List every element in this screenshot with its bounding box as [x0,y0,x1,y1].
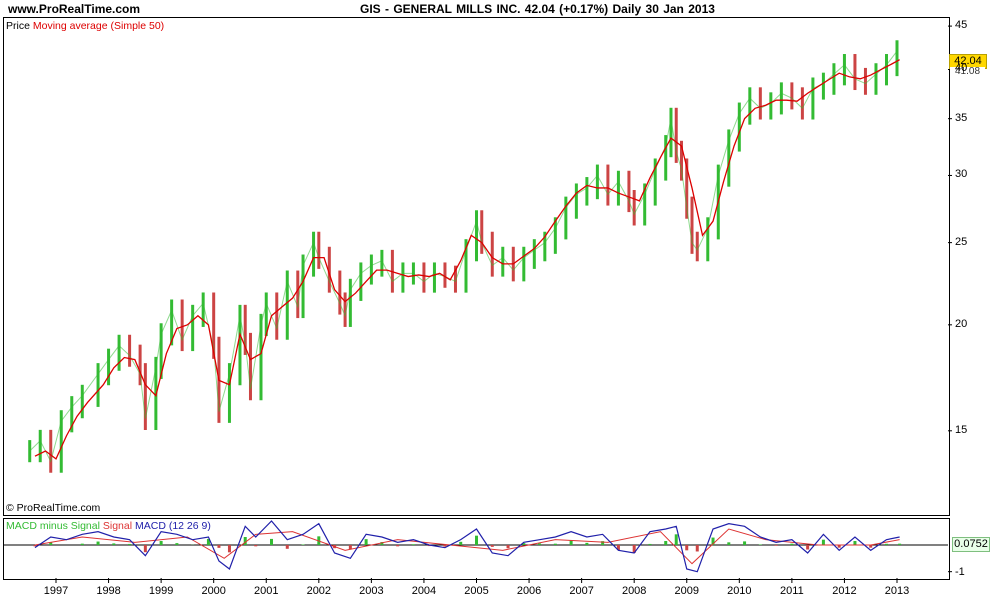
xtick-label: 2002 [306,585,332,597]
xtick-label: 2010 [727,585,752,597]
macd-ytick: -1 [955,566,965,578]
price-legend-label: Price [6,20,30,32]
ytick-label: 15 [955,423,968,436]
xtick-label: 2007 [569,585,594,597]
ytick-label: 45 [955,19,968,32]
xtick-label: 2011 [780,585,804,597]
macd-line [34,520,900,573]
xtick-label: 2001 [254,585,279,597]
macd-legend: MACD minus Signal Signal MACD (12 26 9) [6,520,211,532]
ytick-label: 20 [955,317,968,330]
xtick-label: 2012 [832,585,857,597]
xtick-label: 2003 [359,585,384,597]
macd-params: (12 26 9) [168,520,211,532]
xtick-label: 2005 [464,585,489,597]
ytick-label: 35 [955,111,968,124]
xtick-label: 2000 [201,585,226,597]
macd-legend-label: MACD [135,520,166,532]
macd-value-tag: 0.0752 [952,537,990,552]
chart-header: www.ProRealTime.com GIS - GENERAL MILLS … [0,0,1000,18]
ytick-label: 40 [955,62,968,75]
ma-value-tag: 41.08 [950,67,985,76]
ma-legend-label: Moving average (Simple 50) [32,20,165,32]
chart-title: GIS - GENERAL MILLS INC. 42.04 (+0.17%) … [360,2,715,16]
watermark: © ProRealTime.com [6,502,101,514]
xtick-label: 2004 [411,585,437,597]
xtick-label: 2006 [516,585,542,597]
price-legend: Price Moving average (Simple 50) [6,20,164,32]
signal-legend: Signal [102,520,133,532]
site-name: www.ProRealTime.com [8,2,141,16]
xtick-label: 2008 [621,585,647,597]
xtick-label: 1997 [43,585,69,597]
xtick-label: 1998 [96,585,121,597]
xtick-label: 1999 [148,585,174,597]
xtick-label: 2009 [674,585,699,597]
price-line [29,50,898,463]
macd-hist-legend: MACD minus Signal [6,520,100,532]
xtick-label: 2013 [884,585,910,597]
ytick-label: 25 [955,235,968,248]
signal-line [34,528,900,565]
ytick-label: 30 [955,168,968,181]
moving-average-line [34,59,900,460]
